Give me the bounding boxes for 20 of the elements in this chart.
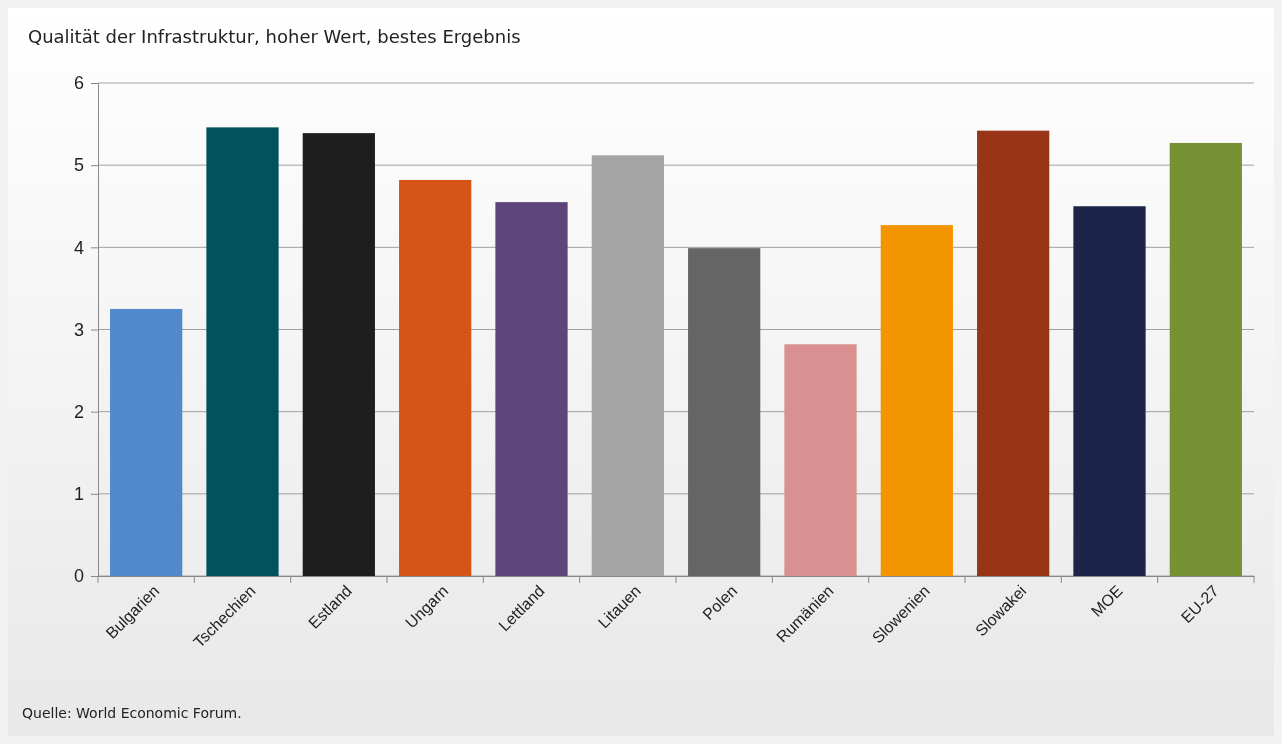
bar	[784, 344, 857, 576]
chart-title: Qualität der Infrastruktur, hoher Wert, bestes Ergebnis	[28, 26, 521, 47]
bar	[1073, 206, 1146, 576]
bar	[399, 179, 472, 576]
y-tick-label: 5	[73, 155, 84, 176]
y-tick-label: 6	[73, 73, 84, 94]
bar	[688, 248, 761, 576]
bar	[977, 130, 1050, 576]
bar	[880, 225, 953, 576]
y-tick-label: 0	[73, 566, 84, 587]
y-tick-label: 1	[73, 484, 84, 505]
source-note: Quelle: World Economic Forum.	[22, 705, 242, 721]
bar	[495, 202, 568, 576]
y-tick-label: 2	[73, 401, 84, 422]
bar	[302, 133, 375, 576]
y-tick-label: 4	[73, 237, 84, 258]
bar	[206, 127, 279, 576]
y-tick-label: 3	[73, 319, 84, 340]
bar	[1169, 142, 1242, 576]
bar	[110, 308, 183, 576]
